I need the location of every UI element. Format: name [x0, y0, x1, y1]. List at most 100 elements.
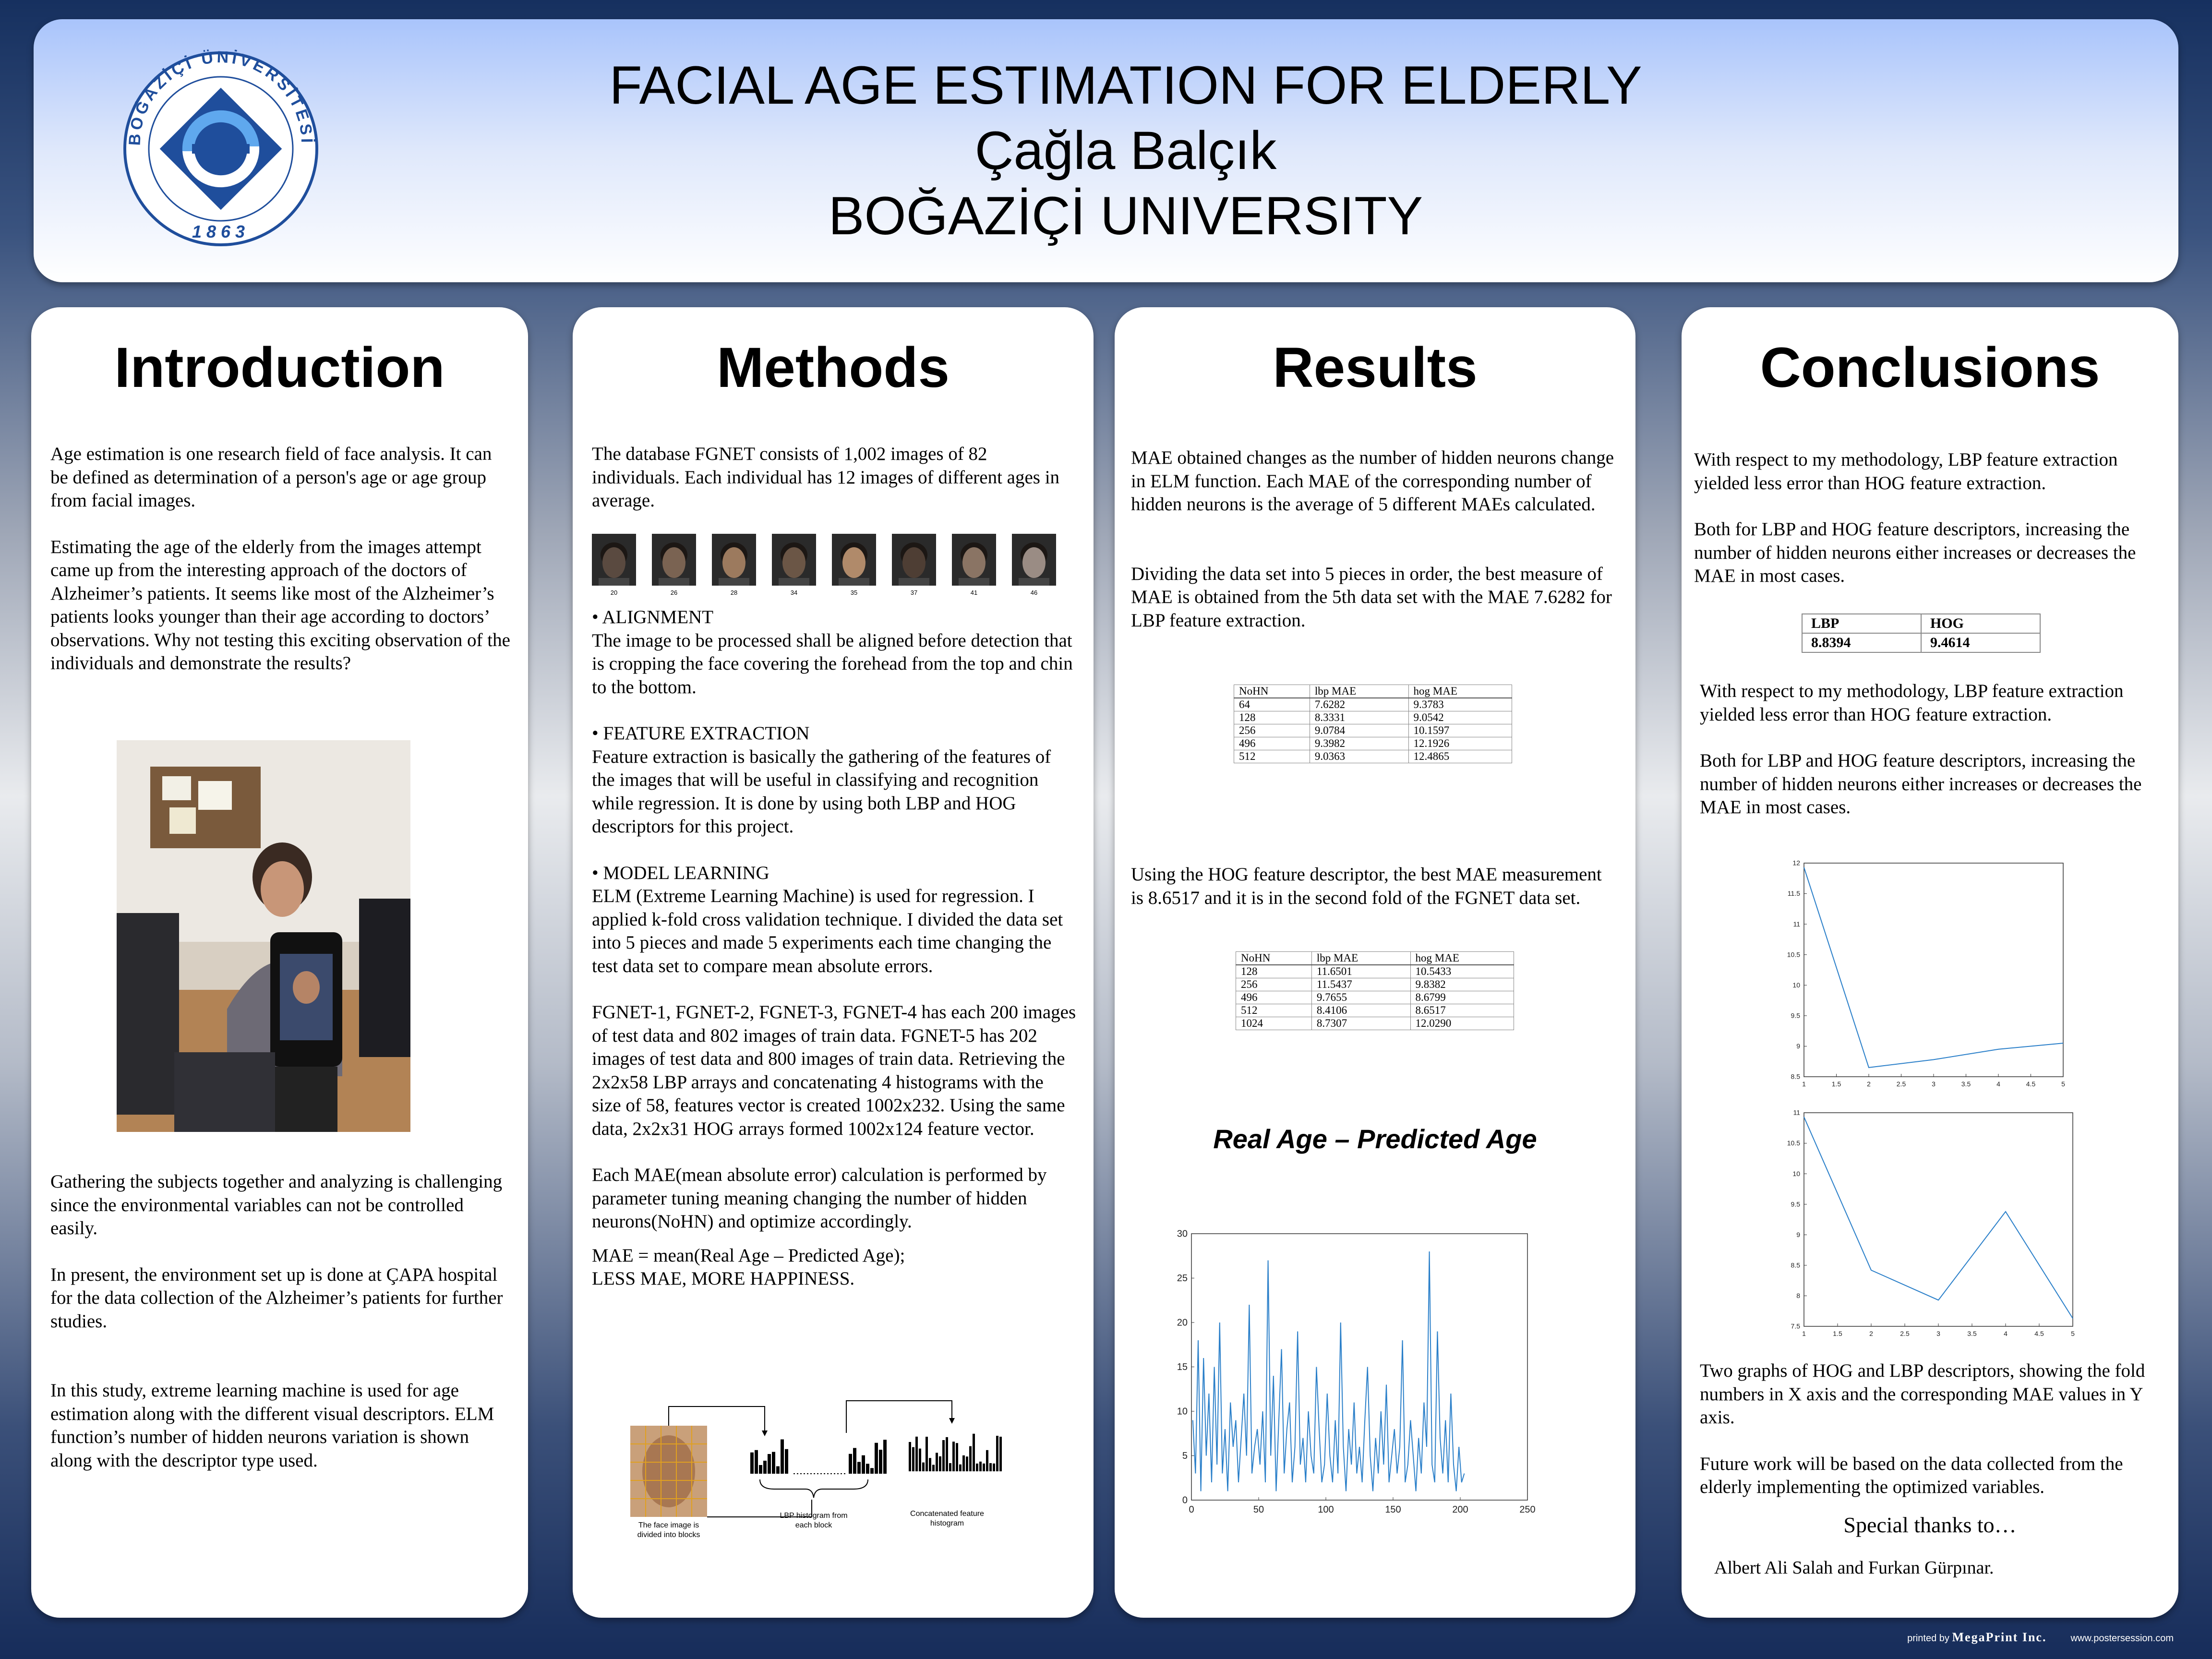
results-text-mid: Using the HOG feature descriptor, the be…	[1131, 863, 1616, 910]
face-age-label: 26	[670, 589, 678, 596]
face-photo	[772, 534, 816, 586]
model-title: • MODEL LEARNING	[592, 862, 769, 883]
diagram-label-blocks: The face image is divided into blocks	[637, 1521, 700, 1539]
table-cell: 9.3982	[1309, 737, 1409, 750]
face-photo	[592, 534, 636, 586]
table-cell: 512	[1236, 1004, 1312, 1017]
histogram-bar	[973, 1433, 975, 1471]
histogram-bar	[866, 1464, 869, 1474]
concatenated-histogram	[909, 1433, 1002, 1471]
model-text: ELM (Extreme Learning Machine) is used f…	[592, 886, 1063, 976]
methods-heading: Methods	[716, 336, 950, 399]
results-paragraph: Dividing the data set into 5 pieces in o…	[1131, 563, 1612, 631]
table-row: LBP HOG	[1802, 613, 2041, 634]
table-cell: 11.6501	[1311, 964, 1411, 978]
setup-photo	[117, 740, 410, 1132]
y-tick-label: 8.5	[1791, 1262, 1801, 1269]
x-tick-label: 2	[1867, 1080, 1871, 1088]
y-tick-label: 9.5	[1791, 1200, 1801, 1208]
y-tick-label: 9.5	[1791, 1012, 1801, 1020]
histogram-bar	[785, 1449, 788, 1474]
introduction-text-bottom: Gathering the subjects together and anal…	[50, 1170, 511, 1495]
conclusions-paragraph: Both for LBP and HOG feature descriptors…	[1700, 750, 2142, 817]
y-tick-label: 11	[1793, 1109, 1800, 1117]
histogram-bar	[857, 1462, 861, 1474]
x-tick-label: 1	[1802, 1080, 1806, 1088]
table-cell: 512	[1234, 750, 1310, 763]
face-age-label: 28	[730, 589, 738, 596]
table-cell: 496	[1236, 991, 1312, 1004]
results-table-1: NoHN lbp MAE hog MAE 64 7.6282 9.3783 128 8.333…	[1234, 685, 1513, 763]
face-thumbnail: 41	[952, 534, 996, 596]
thanks-names: Albert Ali Salah and Furkan Gürpınar.	[1714, 1558, 1994, 1578]
face-photo	[712, 534, 756, 586]
formula-line: MAE = mean(Real Age – Predicted Age);	[592, 1245, 905, 1266]
y-tick-label: 9	[1796, 1231, 1800, 1238]
histogram-bar	[912, 1447, 914, 1471]
conclusions-paragraph: With respect to my methodology, LBP feat…	[1694, 449, 2118, 493]
y-tick-label: 5	[1182, 1451, 1188, 1461]
table-cell: 64	[1234, 697, 1310, 711]
face-photo	[892, 534, 936, 586]
face-thumbnail: 20	[592, 534, 636, 596]
x-tick-label: 4	[2004, 1330, 2008, 1337]
conclusions-text-mid: With respect to my methodology, LBP feat…	[1700, 680, 2161, 819]
histogram-bar	[976, 1463, 978, 1471]
plot-area	[1803, 863, 2064, 1077]
x-tick-label: 0	[1189, 1504, 1194, 1515]
table-cell: 9.0542	[1408, 711, 1513, 724]
histogram-bar	[929, 1458, 931, 1471]
x-tick-label: 3	[1932, 1080, 1936, 1088]
y-tick-label: 7.5	[1791, 1322, 1801, 1330]
histogram-bar	[870, 1468, 874, 1474]
table-row: 512 9.0363 12.4865	[1234, 750, 1513, 763]
histogram-bar	[781, 1439, 784, 1474]
histogram-bar	[996, 1436, 998, 1471]
table-cell: 12.0290	[1410, 1017, 1515, 1030]
x-tick-label: 5	[2061, 1080, 2065, 1088]
table-cell: 10.1597	[1408, 724, 1513, 737]
y-tick-label: 9	[1796, 1042, 1800, 1050]
face-photo	[952, 534, 996, 586]
histogram-bar	[909, 1442, 911, 1471]
table-cell: hog MAE	[1410, 951, 1515, 965]
histogram-bar	[750, 1452, 754, 1474]
table-row: NoHN lbp MAE hog MAE	[1234, 685, 1513, 698]
table-cell: 256	[1234, 724, 1310, 737]
results-paragraph: MAE obtained changes as the number of hi…	[1131, 447, 1614, 515]
table-cell: NoHN	[1236, 951, 1312, 965]
table-cell: 8.6517	[1410, 1004, 1515, 1017]
table-row: 128 8.3331 9.0542	[1234, 711, 1513, 724]
face-image-strip: 20 26 28 34 35 37 41 46	[592, 534, 1072, 596]
author-name: Çağla Balçık	[974, 120, 1277, 180]
poster-title: FACIAL AGE ESTIMATION FOR ELDERLY	[609, 55, 1642, 115]
series-line	[1803, 1117, 2073, 1319]
table-cell: 8.6799	[1410, 991, 1515, 1004]
results-text-top: MAE obtained changes as the number of hi…	[1131, 446, 1616, 632]
y-tick-label: 30	[1177, 1229, 1188, 1239]
formula-line: LESS MAE, MORE HAPPINESS.	[592, 1268, 855, 1289]
results-heading: Results	[1273, 336, 1478, 399]
x-tick-label: 1.5	[1832, 1080, 1841, 1088]
face-age-label: 20	[610, 589, 618, 596]
y-tick-label: 11	[1793, 920, 1800, 928]
histogram-bar	[979, 1461, 982, 1471]
histogram-bar	[932, 1465, 935, 1471]
y-tick-label: 15	[1177, 1362, 1188, 1372]
x-tick-label: 2.5	[1897, 1080, 1906, 1088]
histogram-bar	[983, 1463, 985, 1471]
table-cell: LBP	[1802, 613, 1922, 634]
lbp-histogram-left	[750, 1439, 788, 1474]
histogram-bar	[993, 1463, 995, 1471]
face-thumbnail: 35	[832, 534, 876, 596]
histogram-bar	[989, 1463, 992, 1471]
printed-by-label: printed by	[1907, 1633, 1949, 1644]
histogram-bar	[853, 1448, 856, 1474]
table-cell: 496	[1234, 737, 1310, 750]
histogram-bar	[966, 1456, 968, 1471]
y-tick-label: 8.5	[1791, 1073, 1801, 1081]
table-row: 1024 8.7307 12.0290	[1236, 1017, 1515, 1030]
table-cell: 9.0784	[1309, 724, 1409, 737]
histogram-bar	[772, 1452, 775, 1474]
y-tick-label: 10	[1792, 1170, 1800, 1178]
